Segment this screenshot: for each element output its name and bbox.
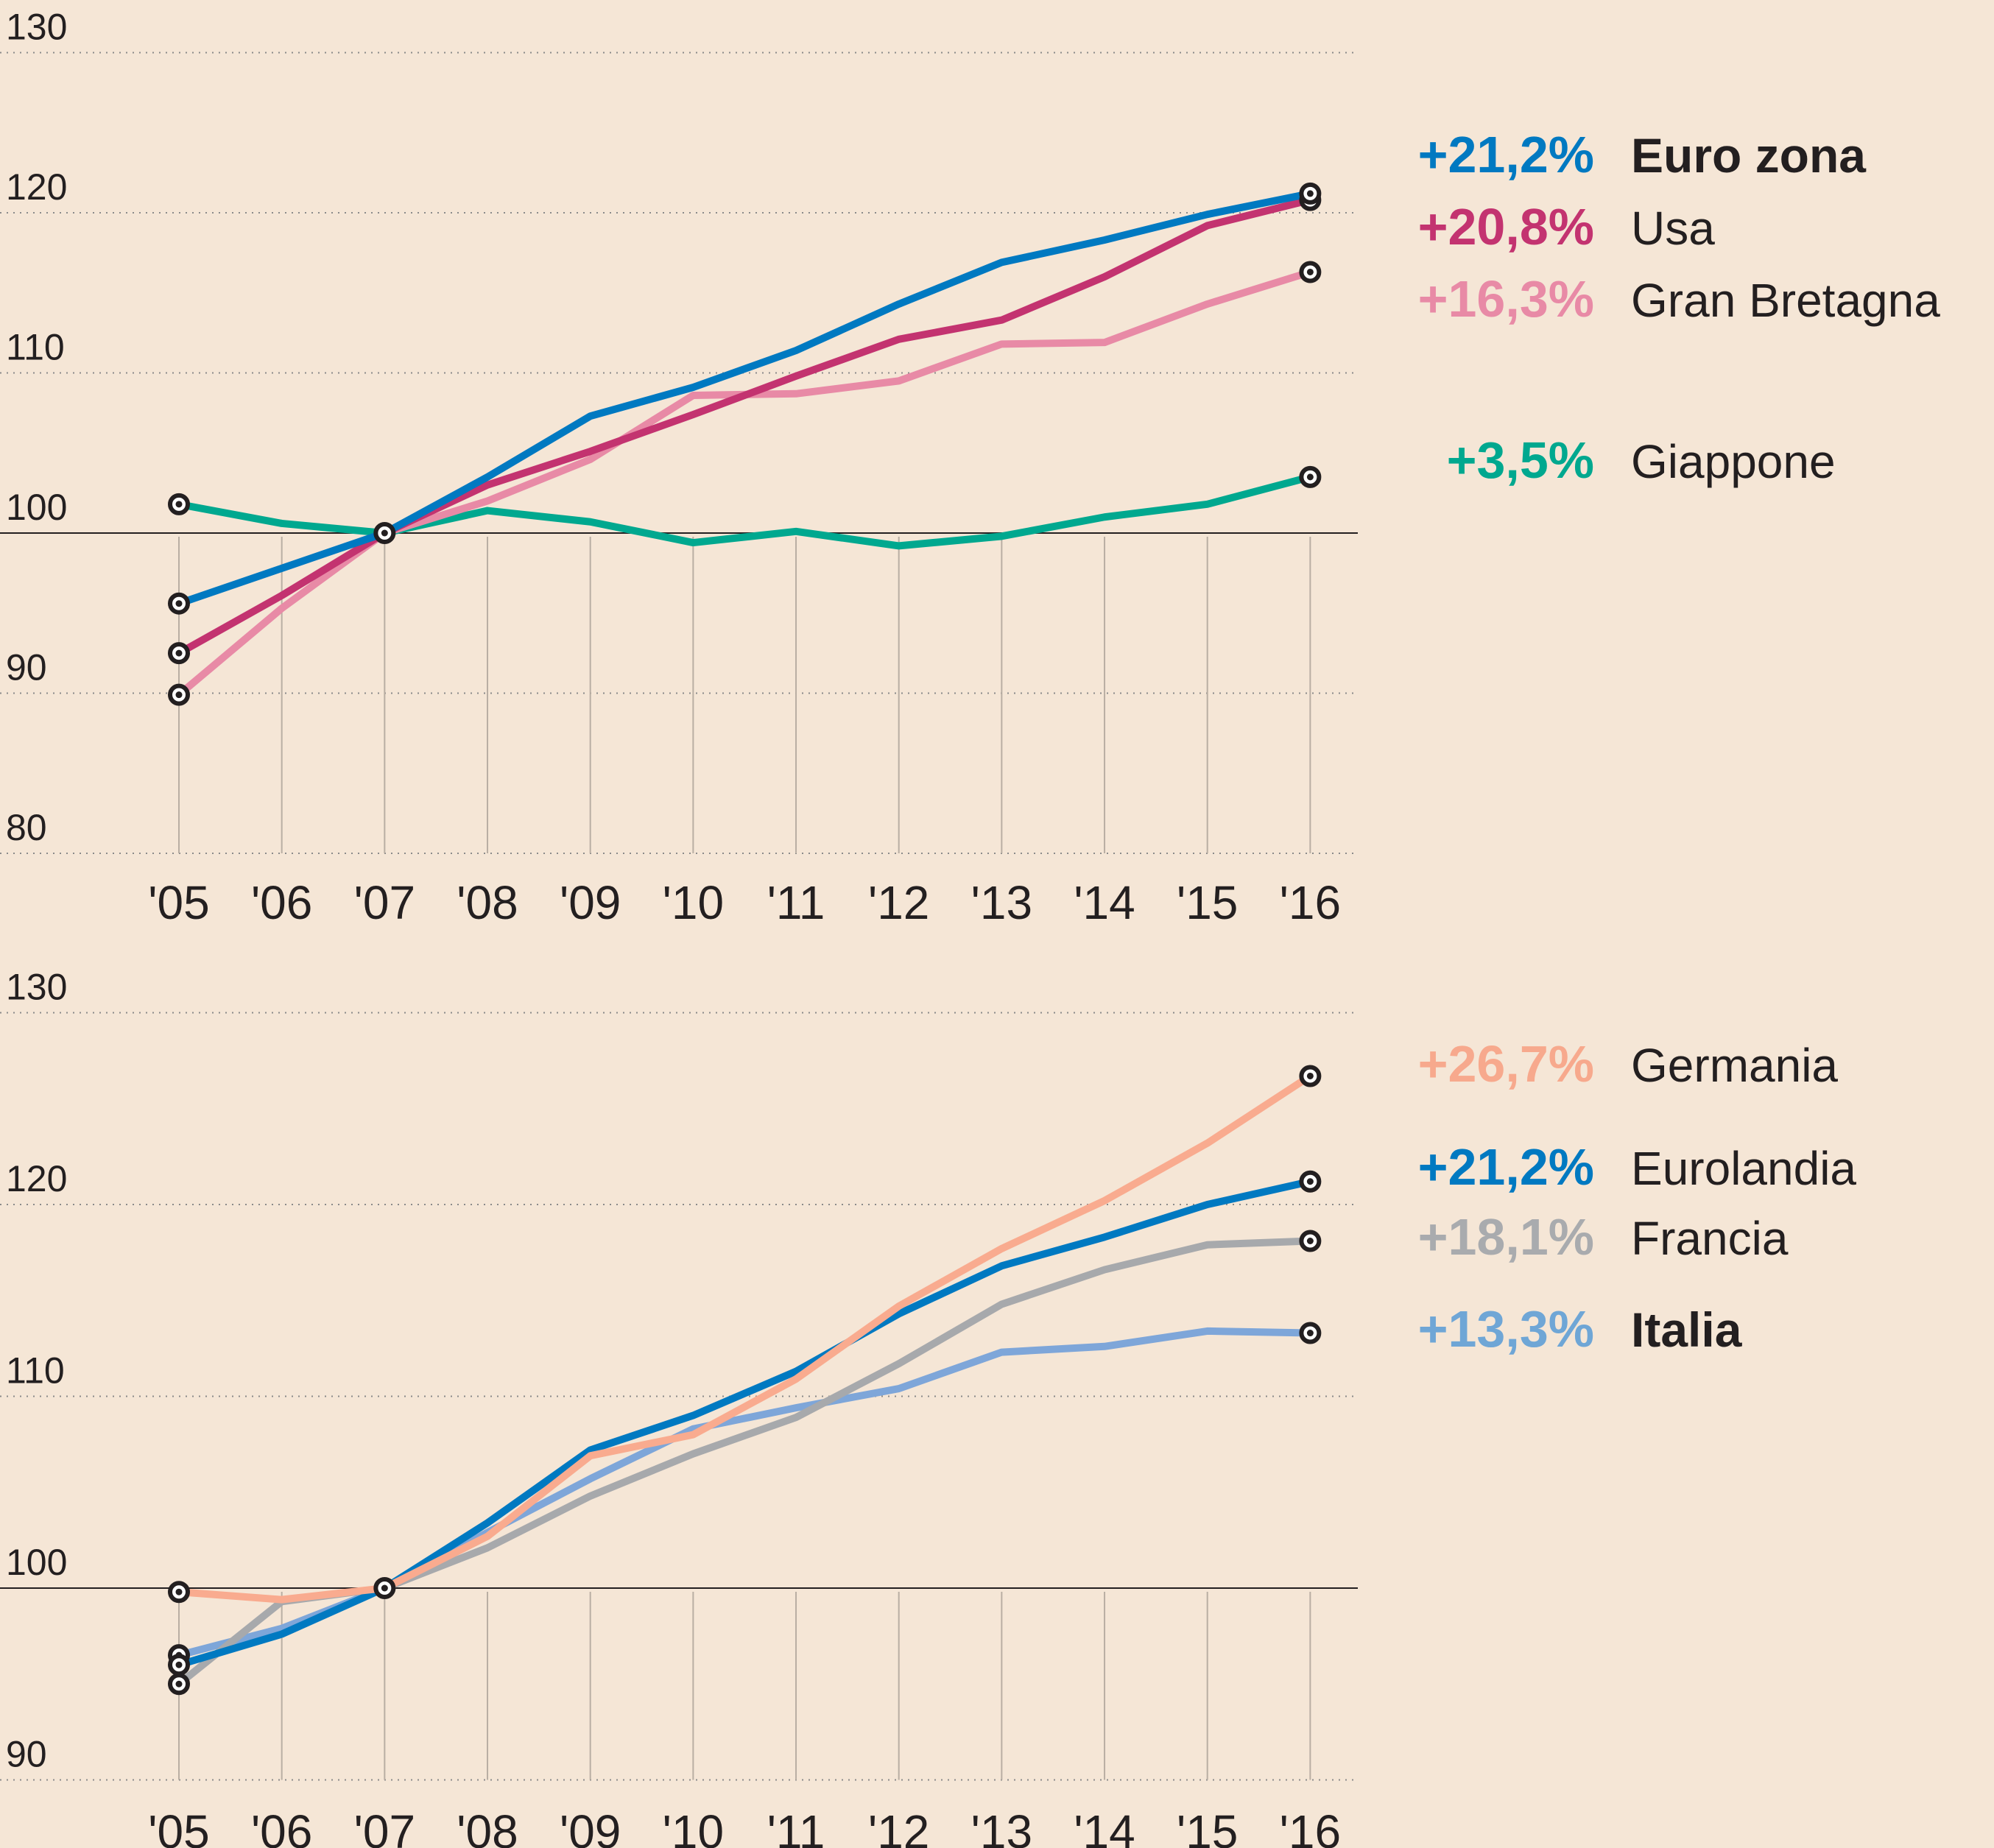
data-point-marker-end [1299, 182, 1322, 205]
legend-percent: +16,3% [1417, 270, 1594, 328]
y-tick-label: 80 [6, 807, 47, 848]
y-tick-label: 120 [6, 1158, 67, 1199]
x-tick-label: '12 [868, 876, 929, 929]
legend-item: +21,2% Eurolandia [1362, 1138, 1856, 1196]
legend-item: +13,3% Italia [1362, 1299, 1742, 1358]
legend-item: +16,3% Gran Bretagna [1362, 269, 1940, 328]
data-point-marker-start [168, 1581, 190, 1604]
legend-percent: +3,5% [1446, 431, 1594, 489]
x-tick-label: '13 [971, 876, 1032, 929]
x-tick-label: '16 [1280, 876, 1341, 929]
chart-top-panel: 80 90 100 110 120 130 '05 '06 '07 '08 '09 '10 '11 '12… [0, 7, 1358, 929]
legend-item: +26,7% Germania [1362, 1034, 1838, 1093]
y-tick-label: 110 [6, 327, 65, 368]
x-tick-label: '06 [251, 876, 312, 929]
y-tick-label: 130 [6, 7, 67, 48]
legend-series-name: Germania [1631, 1039, 1838, 1092]
data-point-marker-base [373, 522, 396, 544]
x-tick-label: '05 [148, 876, 209, 929]
data-point-marker-end [1299, 261, 1322, 283]
data-point-marker-end [1299, 1322, 1322, 1344]
x-tick-label: '16 [1280, 1805, 1341, 1848]
legend-percent: +21,2% [1417, 1138, 1594, 1196]
legend-series-name: Francia [1631, 1212, 1789, 1265]
x-tick-label: '12 [868, 1805, 929, 1848]
legend-series-name: Gran Bretagna [1631, 274, 1940, 327]
legend-item: +3,5% Giappone [1362, 431, 1836, 490]
x-tick-label: '07 [354, 1805, 415, 1848]
legend-percent: +26,7% [1417, 1035, 1594, 1093]
x-tick-label: '15 [1177, 1805, 1238, 1848]
data-point-marker-start [168, 1673, 190, 1696]
data-point-marker-start [168, 683, 190, 706]
legend-percent: +21,2% [1417, 126, 1594, 183]
data-point-marker-base [373, 1577, 396, 1599]
x-tick-label: '08 [457, 876, 518, 929]
series-line-germania [178, 1073, 1313, 1604]
legend-item: +18,1% Francia [1362, 1207, 1789, 1266]
x-tick-label: '11 [767, 1805, 825, 1848]
data-point-marker-end [1299, 1230, 1322, 1252]
legend-series-name: Giappone [1631, 435, 1836, 488]
x-tick-label: '09 [560, 876, 621, 929]
series-line-gran-bretagna [176, 268, 1311, 698]
y-tick-label: 90 [6, 647, 47, 688]
x-tick-label: '07 [354, 876, 415, 929]
data-point-marker-start [168, 493, 190, 515]
chart-bottom-panel: 90 100 110 120 130 '05 '06 '07 '08 '09 '10 '11 '12 '1… [0, 967, 1358, 1848]
series-line-francia [176, 1237, 1311, 1687]
legend-percent: +18,1% [1417, 1208, 1594, 1266]
y-tick-label: 100 [6, 1542, 67, 1583]
data-point-marker-end [1299, 465, 1322, 488]
legend-percent: +13,3% [1417, 1300, 1594, 1358]
x-tick-label: '08 [457, 1805, 518, 1848]
legend-series-name: Usa [1631, 202, 1715, 255]
x-tick-label: '15 [1177, 876, 1238, 929]
x-tick-label: '10 [663, 1805, 724, 1848]
legend-series-name: Italia [1631, 1302, 1742, 1357]
data-point-marker-end [1299, 1065, 1322, 1087]
legend-item: +21,2% Euro zona [1362, 125, 1866, 184]
data-point-marker-end [1299, 1170, 1322, 1193]
x-tick-label: '09 [560, 1805, 621, 1848]
x-tick-label: '14 [1074, 1805, 1135, 1848]
data-point-marker-start [168, 642, 190, 665]
data-point-marker-start [168, 1654, 190, 1676]
y-tick-label: 120 [6, 166, 67, 208]
x-tick-label: '11 [767, 876, 825, 929]
series-line-usa [177, 196, 1311, 657]
y-tick-label: 100 [6, 487, 67, 528]
legend-percent: +20,8% [1417, 198, 1594, 255]
x-tick-label: '14 [1074, 876, 1135, 929]
x-tick-label: '13 [971, 1805, 1032, 1848]
y-tick-label: 110 [6, 1350, 65, 1392]
x-tick-label: '05 [148, 1805, 209, 1848]
data-point-marker-start [168, 592, 190, 615]
x-tick-label: '10 [663, 876, 724, 929]
legend-series-name: Eurolandia [1631, 1142, 1856, 1195]
legend-series-name: Euro zona [1631, 128, 1867, 183]
legend-item: +20,8% Usa [1362, 197, 1715, 256]
series-line-eurolandia [177, 1177, 1311, 1668]
x-tick-label: '06 [251, 1805, 312, 1848]
y-tick-label: 130 [6, 967, 67, 1008]
y-tick-label: 90 [6, 1734, 47, 1775]
series-line-giappone [178, 473, 1311, 550]
series-line-euro-zona [177, 189, 1311, 607]
